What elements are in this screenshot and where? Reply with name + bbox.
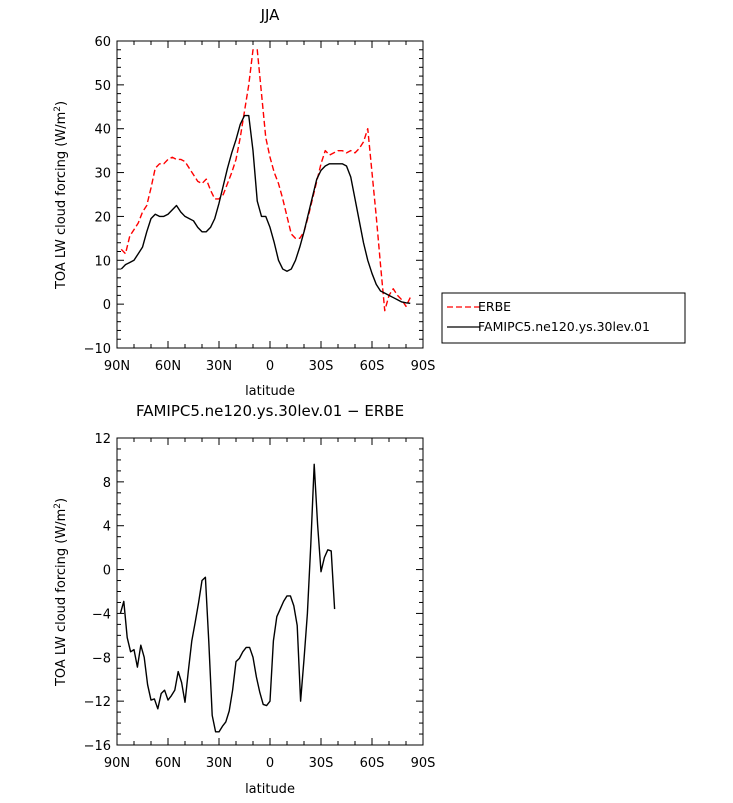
top-x-tick-label: 30S <box>309 359 334 374</box>
top-y-tick-label: 50 <box>94 79 111 94</box>
bottom-y-tick-label: −4 <box>92 607 111 622</box>
bottom-series-group <box>119 463 336 733</box>
bottom-y-tick-label: −12 <box>84 695 111 710</box>
bottom-y-tick-label: 12 <box>94 432 111 447</box>
legend-model-label: FAMIPC5.ne120.ys.30lev.01 <box>478 319 650 334</box>
bottom-panel: FAMIPC5.ne120.ys.30lev.01 − ERBE 90N 60N 3… <box>53 402 435 797</box>
top-chart-title: JJA <box>260 6 281 24</box>
top-y-tick-label: 40 <box>94 123 111 138</box>
bottom-y-axis-label-tail: ) <box>54 498 69 503</box>
bottom-y-tick-labels: −16 −12 −8 −4 0 4 8 12 <box>84 432 111 754</box>
bottom-y-axis-label: TOA LW cloud forcing (W/m2) <box>53 498 69 687</box>
top-y-tick-label: −10 <box>84 342 111 357</box>
top-ticks <box>116 40 424 349</box>
top-plot-frame <box>116 40 424 349</box>
top-y-tick-labels: −10 0 10 20 30 40 50 60 <box>84 35 111 357</box>
bottom-y-tick-label: 8 <box>103 476 111 491</box>
bottom-x-axis-label: latitude <box>245 782 295 797</box>
top-y-axis-label-sup: 2 <box>53 106 63 112</box>
top-x-tick-label: 90S <box>411 359 436 374</box>
top-series-line-erbe <box>120 49 411 312</box>
legend-erbe-label: ERBE <box>478 299 511 314</box>
bottom-y-tick-label: −16 <box>84 739 111 754</box>
bottom-chart-title: FAMIPC5.ne120.ys.30lev.01 − ERBE <box>136 402 404 420</box>
bottom-x-tick-label: 30S <box>309 756 334 771</box>
top-y-tick-label: 10 <box>94 254 111 269</box>
legend-box <box>441 292 686 344</box>
top-x-tick-label: 60N <box>155 359 181 374</box>
top-plot-area <box>116 40 424 349</box>
bottom-series-line-difference <box>119 463 336 733</box>
bottom-ticks <box>116 437 424 746</box>
bottom-x-tick-labels: 90N 60N 30N 0 30S 60S 90S <box>104 756 436 771</box>
top-series-line-famipc5-ne120-ys-30lev-01 <box>120 114 411 304</box>
top-panel: JJA 90N 60N 30N 0 30S 60S 90S −10 0 10 20 30 40 50 60… <box>53 6 686 399</box>
top-series-group <box>120 49 411 312</box>
top-x-tick-label: 90N <box>104 359 130 374</box>
top-x-tick-label: 30N <box>206 359 232 374</box>
bottom-x-tick-label: 30N <box>206 756 232 771</box>
top-x-tick-labels: 90N 60N 30N 0 30S 60S 90S <box>104 359 436 374</box>
bottom-x-tick-label: 0 <box>266 756 274 771</box>
bottom-y-tick-label: 4 <box>103 520 111 535</box>
legend: ERBE FAMIPC5.ne120.ys.30lev.01 <box>441 292 686 344</box>
bottom-y-axis-label-main: TOA LW cloud forcing (W/m <box>54 509 69 687</box>
top-y-tick-label: 60 <box>94 35 111 50</box>
bottom-x-tick-label: 90N <box>104 756 130 771</box>
top-y-tick-label: 30 <box>94 167 111 182</box>
top-y-tick-label: 20 <box>94 210 111 225</box>
bottom-y-tick-label: −8 <box>92 651 111 666</box>
top-x-tick-label: 0 <box>266 359 274 374</box>
top-y-axis-label-tail: ) <box>54 101 69 106</box>
top-y-axis-label: TOA LW cloud forcing (W/m2) <box>53 101 69 290</box>
bottom-x-tick-label: 60S <box>360 756 385 771</box>
top-y-axis-label-main: TOA LW cloud forcing (W/m <box>54 112 69 290</box>
top-x-axis-label: latitude <box>245 384 295 399</box>
top-y-tick-label: 0 <box>103 298 111 313</box>
bottom-y-tick-label: 0 <box>103 564 111 579</box>
bottom-x-tick-label: 60N <box>155 756 181 771</box>
bottom-x-tick-label: 90S <box>411 756 436 771</box>
top-x-tick-label: 60S <box>360 359 385 374</box>
bottom-y-axis-label-sup: 2 <box>53 503 63 509</box>
